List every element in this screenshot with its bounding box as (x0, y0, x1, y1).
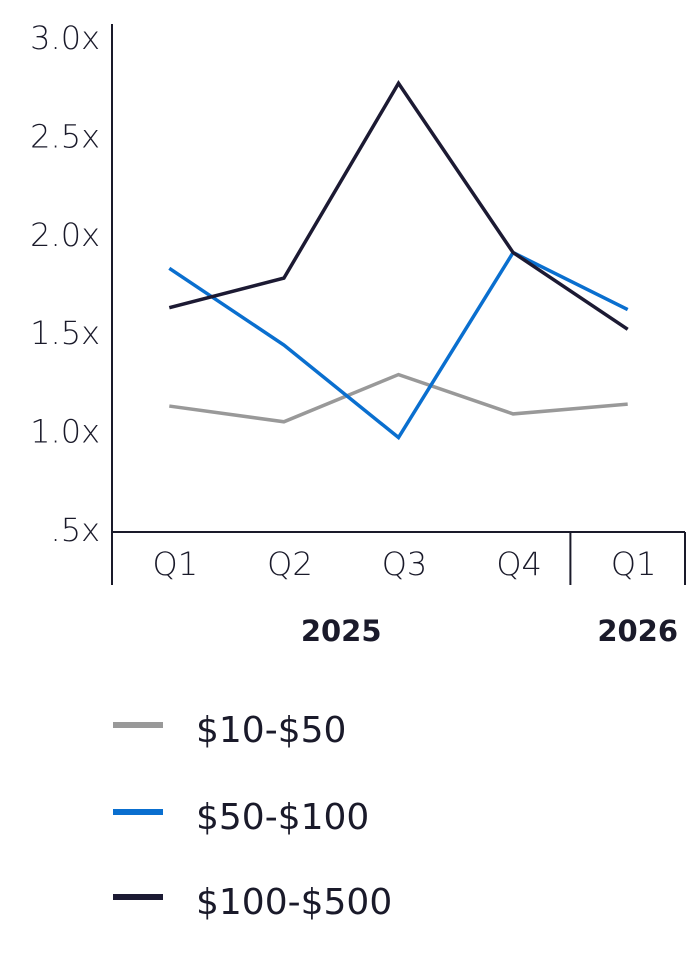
x-tick-label: Q1 (611, 545, 657, 583)
series-line (169, 372, 628, 424)
x-tick-label: Q4 (496, 545, 542, 583)
y-tick-label: 1.5x (30, 314, 100, 352)
y-tick-label: .5x (51, 511, 100, 549)
legend-label: $50-$100 (196, 797, 369, 838)
x-tick-label: Q3 (382, 545, 428, 583)
legend-label: $100-$500 (196, 882, 392, 923)
x-group-label: 2026 (597, 614, 678, 648)
y-tick-label: 1.0x (30, 413, 100, 451)
x-tick-label: Q2 (267, 545, 313, 583)
y-tick-label: 2.5x (30, 117, 100, 155)
series-line (168, 80, 629, 331)
y-tick-label: 3.0x (30, 19, 100, 57)
x-group-label: 2025 (301, 614, 382, 648)
y-tick-label: 2.0x (30, 216, 100, 254)
x-tick-label: Q1 (153, 545, 199, 583)
legend-label: $10-$50 (196, 710, 346, 751)
series-line (168, 250, 629, 441)
